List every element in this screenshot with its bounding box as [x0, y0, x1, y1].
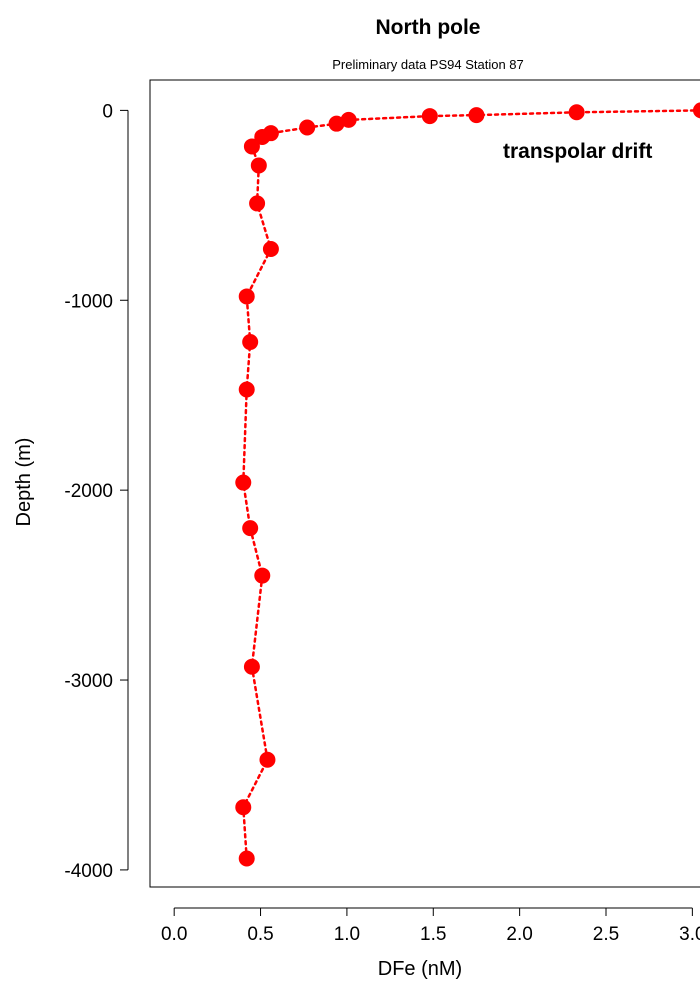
data-point: [238, 288, 255, 305]
data-point: [299, 119, 316, 136]
y-tick-label: -3000: [64, 671, 113, 692]
data-point: [568, 104, 585, 121]
x-tick-label: 2.5: [593, 924, 619, 945]
chart-subtitle: Preliminary data PS94 Station 87: [332, 57, 524, 72]
x-axis-label: DFe (nM): [378, 958, 462, 980]
data-point: [468, 107, 485, 124]
data-point: [242, 520, 259, 537]
annotation-transpolar-drift: transpolar drift: [503, 140, 652, 163]
data-point: [328, 115, 345, 132]
y-tick-label: -1000: [64, 291, 113, 312]
x-tick-label: 3.0: [679, 924, 700, 945]
y-tick-label: -2000: [64, 481, 113, 502]
y-axis-label: Depth (m): [13, 438, 35, 527]
data-point: [693, 102, 700, 119]
data-point: [259, 751, 276, 768]
x-tick-label: 0.5: [247, 924, 273, 945]
x-tick-label: 1.5: [420, 924, 446, 945]
chart-title: North pole: [375, 16, 481, 39]
data-point: [421, 108, 438, 125]
data-point: [242, 334, 259, 351]
data-point: [254, 128, 271, 145]
x-tick-label: 1.0: [334, 924, 360, 945]
data-point: [250, 157, 267, 174]
data-point: [235, 474, 252, 491]
x-tick-label: 2.0: [506, 924, 532, 945]
data-point: [243, 658, 260, 675]
x-tick-label: 0.0: [161, 924, 187, 945]
data-point: [238, 381, 255, 398]
y-tick-label: -4000: [64, 861, 113, 882]
data-point: [235, 799, 252, 816]
data-point: [243, 138, 260, 155]
series-line: [242, 109, 700, 860]
y-tick-label: 0: [102, 101, 113, 122]
data-point: [254, 567, 271, 584]
plot-frame: [149, 79, 700, 888]
data-point: [262, 240, 279, 257]
data-point: [238, 850, 255, 867]
data-point: [249, 195, 266, 212]
